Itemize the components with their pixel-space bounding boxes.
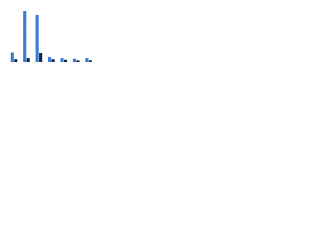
bar [76,60,80,62]
bar [51,59,55,62]
bar [10,52,14,62]
bar [72,58,77,62]
bar [14,59,18,62]
bar [35,14,39,63]
bar [60,58,64,62]
bar [23,11,27,62]
bar [85,58,89,62]
bar [26,58,30,62]
bar [63,59,68,62]
page: (() => { const data = JSON.parse(documen… [0,0,320,71]
bar [39,53,43,62]
chart [8,5,95,63]
bar [88,60,92,62]
bar [48,56,52,62]
